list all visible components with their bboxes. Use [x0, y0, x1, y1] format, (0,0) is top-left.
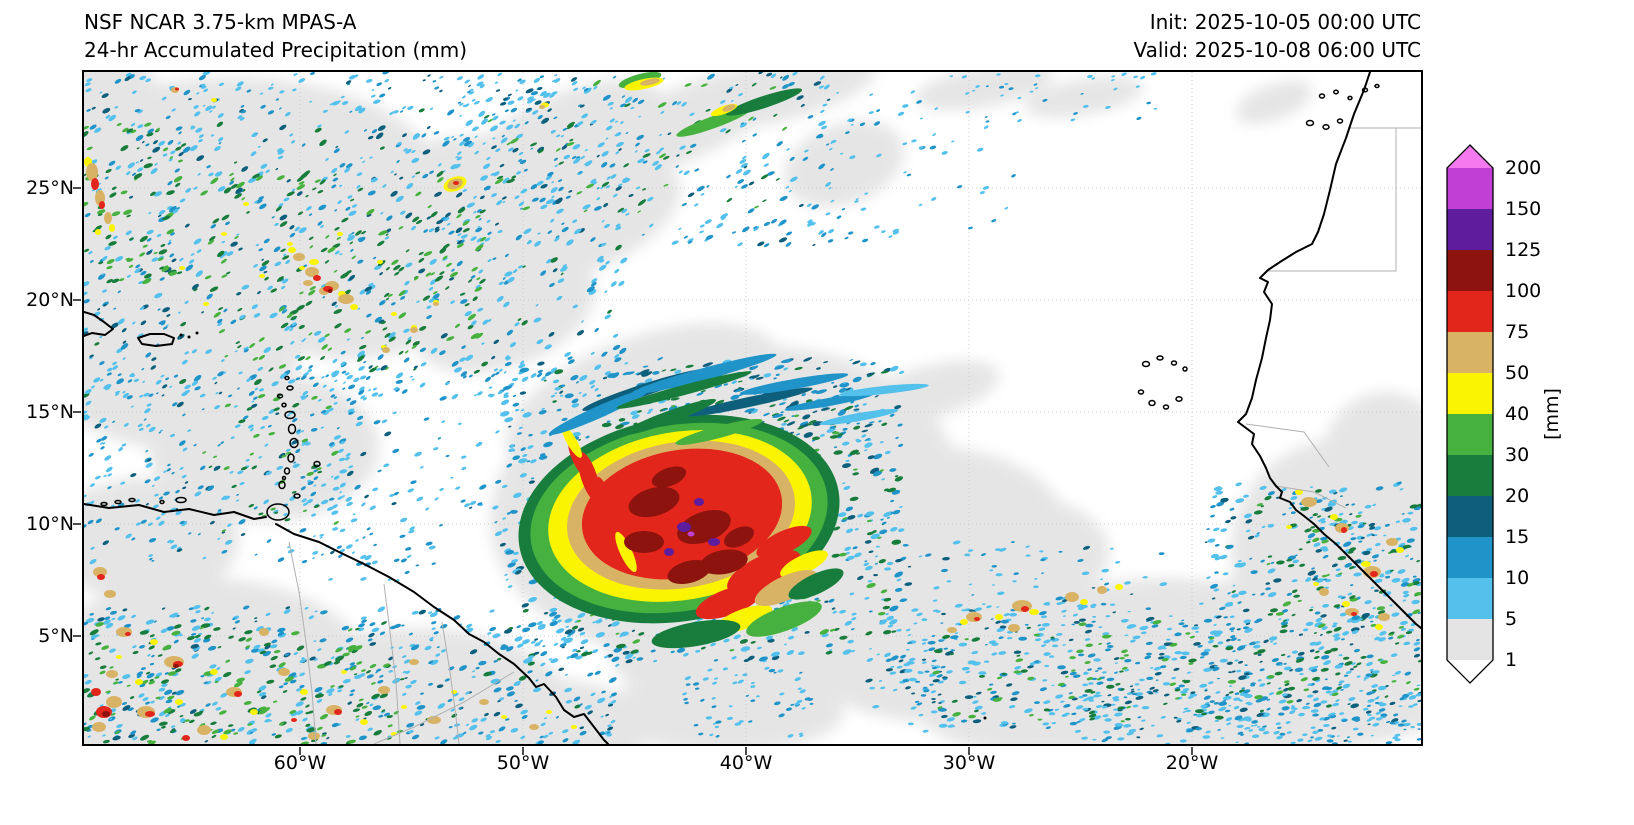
y-tick-label: 5°N — [38, 625, 74, 647]
title-block: NSF NCAR 3.75-km MPAS-A 24-hr Accumulate… — [84, 8, 467, 64]
figure-title: NSF NCAR 3.75-km MPAS-A — [84, 10, 357, 34]
y-tick-label: 20°N — [26, 289, 74, 311]
y-tick-label: 25°N — [26, 177, 74, 199]
colorbar-tick-label: 100 — [1505, 280, 1542, 302]
valid-time: Valid: 2025-10-08 06:00 UTC — [1133, 38, 1421, 62]
x-tick-label: 50°W — [496, 752, 550, 774]
colorbar-tick-label: 125 — [1505, 239, 1542, 261]
figure-subtitle: 24-hr Accumulated Precipitation (mm) — [84, 38, 468, 62]
colorbar-tick-label: 1 — [1505, 649, 1518, 671]
time-block: Init: 2025-10-05 00:00 UTC Valid: 2025-1… — [1133, 8, 1421, 64]
x-tick-label: 60°W — [273, 752, 327, 774]
x-tick-label: 30°W — [942, 752, 996, 774]
map-frame — [73, 70, 1423, 755]
colorbar-tick-label: 40 — [1505, 403, 1530, 425]
colorbar-unit-label: [mm] — [1541, 388, 1563, 440]
map-svg — [73, 72, 1421, 755]
colorbar-tick-label: 50 — [1505, 362, 1530, 384]
colorbar-tick-label: 75 — [1505, 321, 1530, 343]
x-tick-label: 20°W — [1165, 752, 1219, 774]
colorbar — [1446, 144, 1494, 684]
y-tick-label: 10°N — [26, 513, 74, 535]
colorbar-tick-label: 10 — [1505, 567, 1530, 589]
colorbar-tick-label: 20 — [1505, 485, 1530, 507]
colorbar-tick-label: 150 — [1505, 198, 1542, 220]
colorbar-tick-label: 200 — [1505, 157, 1542, 179]
colorbar-tick-label: 15 — [1505, 526, 1530, 548]
x-tick-label: 40°W — [719, 752, 773, 774]
colorbar-tick-label: 5 — [1505, 608, 1518, 630]
init-time: Init: 2025-10-05 00:00 UTC — [1149, 10, 1421, 34]
y-tick-label: 15°N — [26, 401, 74, 423]
colorbar-tick-label: 30 — [1505, 444, 1530, 466]
